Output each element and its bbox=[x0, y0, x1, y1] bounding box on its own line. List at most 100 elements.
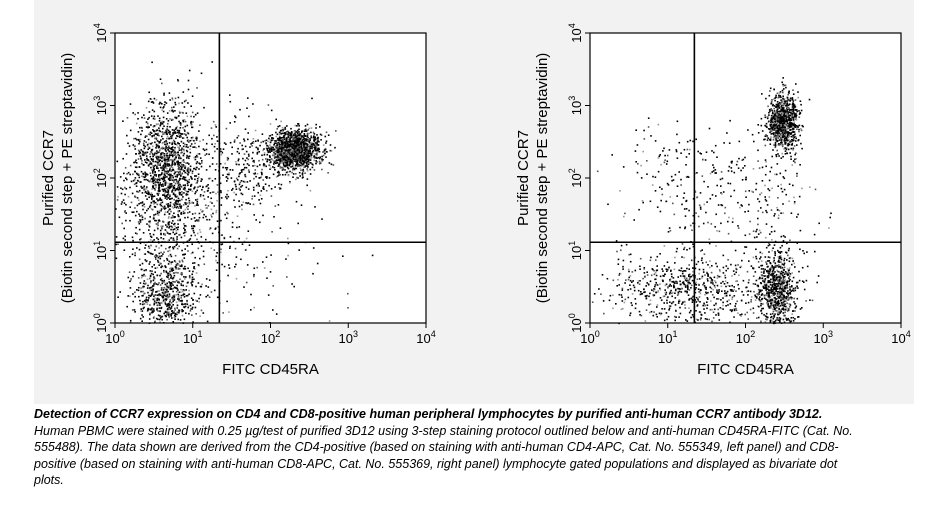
event-dot bbox=[150, 308, 152, 311]
event-dot bbox=[238, 175, 240, 178]
event-dot bbox=[308, 155, 311, 157]
event-dot bbox=[291, 152, 293, 155]
event-dot bbox=[147, 148, 149, 151]
event-dot bbox=[173, 181, 175, 183]
event-dot bbox=[244, 181, 246, 183]
event-dot bbox=[193, 187, 195, 190]
event-dot bbox=[148, 111, 151, 113]
event-dot bbox=[209, 177, 212, 180]
event-dot bbox=[775, 138, 777, 141]
event-dot bbox=[165, 197, 168, 200]
event-dot bbox=[152, 298, 155, 301]
event-dot bbox=[273, 160, 275, 162]
event-dot bbox=[786, 116, 789, 118]
event-dot bbox=[177, 298, 179, 300]
event-dot bbox=[153, 283, 155, 285]
event-dot bbox=[162, 127, 164, 130]
event-dot bbox=[265, 142, 267, 144]
event-dot bbox=[144, 253, 147, 255]
event-dot bbox=[169, 154, 171, 156]
event-dot bbox=[158, 151, 161, 153]
event-dot bbox=[167, 217, 170, 219]
event-dot bbox=[162, 253, 164, 255]
event-dot bbox=[184, 305, 187, 308]
event-dot bbox=[186, 124, 189, 127]
event-dot bbox=[153, 130, 155, 132]
event-dot bbox=[190, 308, 192, 310]
event-dot bbox=[205, 295, 207, 298]
event-dot bbox=[280, 133, 283, 135]
event-dot bbox=[140, 133, 142, 136]
event-dot bbox=[197, 186, 199, 188]
event-dot bbox=[199, 231, 202, 233]
event-dot bbox=[775, 105, 777, 108]
event-dot bbox=[288, 144, 291, 146]
event-dot bbox=[290, 127, 292, 130]
event-dot bbox=[164, 195, 166, 197]
event-dot bbox=[293, 134, 295, 136]
event-dot bbox=[181, 148, 184, 151]
event-dot bbox=[138, 139, 140, 142]
event-dot bbox=[163, 173, 166, 176]
event-dot bbox=[780, 143, 783, 145]
event-dot bbox=[215, 126, 217, 128]
event-dot bbox=[298, 158, 300, 160]
event-dot bbox=[195, 219, 198, 221]
event-dot bbox=[770, 121, 772, 123]
event-dot bbox=[115, 243, 117, 246]
event-dot bbox=[169, 178, 172, 181]
event-dot bbox=[141, 320, 143, 322]
event-dot bbox=[784, 116, 786, 119]
event-dot bbox=[162, 185, 164, 187]
event-dot bbox=[207, 187, 210, 189]
event-dot bbox=[776, 92, 779, 95]
event-dot bbox=[160, 147, 162, 150]
event-dot bbox=[161, 282, 164, 285]
event-dot bbox=[132, 293, 134, 295]
event-dot bbox=[141, 153, 144, 156]
event-dot bbox=[307, 163, 310, 165]
event-dot bbox=[231, 226, 234, 228]
event-dot bbox=[266, 144, 268, 147]
event-dot bbox=[768, 108, 771, 111]
event-dot bbox=[169, 201, 172, 204]
event-dot bbox=[169, 299, 172, 301]
event-dot bbox=[782, 112, 784, 114]
event-dot bbox=[164, 298, 167, 300]
event-dot bbox=[200, 245, 203, 247]
event-dot bbox=[176, 287, 179, 290]
event-dot bbox=[284, 142, 287, 145]
event-dot bbox=[301, 139, 304, 142]
event-dot bbox=[165, 133, 168, 135]
event-dot bbox=[188, 203, 191, 205]
event-dot bbox=[141, 286, 144, 289]
event-dot bbox=[165, 271, 168, 274]
event-dot bbox=[302, 168, 304, 171]
event-dot bbox=[181, 260, 184, 263]
event-dot bbox=[273, 149, 275, 151]
y-tick-label: 104 bbox=[92, 23, 109, 42]
event-dot bbox=[760, 117, 763, 120]
event-dot bbox=[168, 92, 171, 94]
event-dot bbox=[271, 150, 273, 152]
event-dot bbox=[193, 262, 196, 264]
event-dot bbox=[141, 175, 143, 177]
event-dot bbox=[166, 288, 168, 291]
event-dot bbox=[144, 244, 147, 246]
event-dot bbox=[785, 109, 787, 111]
event-dot bbox=[172, 231, 174, 234]
event-dot bbox=[196, 198, 199, 201]
y-tick-label: 101 bbox=[92, 241, 109, 260]
event-dot bbox=[779, 118, 781, 120]
event-dot bbox=[173, 228, 176, 230]
event-dot bbox=[785, 130, 788, 132]
event-dot bbox=[256, 173, 259, 175]
event-dot bbox=[186, 144, 188, 146]
event-dot bbox=[224, 162, 226, 165]
event-dot bbox=[263, 164, 266, 166]
event-dot bbox=[269, 168, 271, 170]
event-dot bbox=[191, 201, 193, 204]
event-dot bbox=[157, 132, 159, 135]
event-dot bbox=[280, 140, 283, 142]
event-dot bbox=[155, 156, 158, 158]
